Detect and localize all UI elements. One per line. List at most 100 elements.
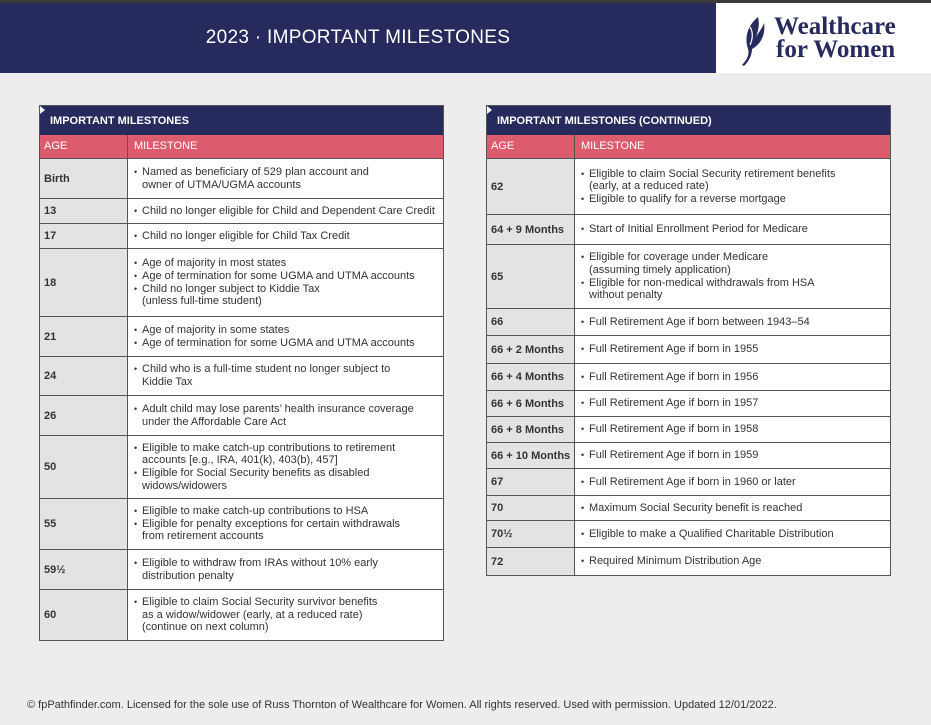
milestone-cell: Eligible to make catch-up contributions … (128, 436, 443, 498)
milestone-line: Age of termination for some UGMA and UTM… (142, 336, 415, 349)
age-cell: 17 (40, 224, 128, 248)
milestone-item: Eligible to claim Social Security surviv… (134, 596, 443, 634)
age-cell: 60 (40, 590, 128, 640)
age-cell: Birth (40, 159, 128, 198)
age-cell: 59½ (40, 550, 128, 589)
milestone-cell: Eligible to claim Social Security surviv… (128, 590, 443, 640)
milestone-cell: Child no longer eligible for Child Tax C… (128, 224, 443, 248)
milestone-item: Eligible to make catch-up contributions … (134, 505, 443, 518)
logo-line: Wealthcare (774, 13, 896, 40)
milestone-cell: Full Retirement Age if born between 1943… (575, 309, 890, 335)
age-cell: 66 + 4 Months (487, 364, 575, 390)
age-cell: 26 (40, 396, 128, 435)
table-row: 50 Eligible to make catch-up contribution… (40, 435, 443, 498)
milestone-cell: Full Retirement Age if born in 1958 (575, 417, 890, 442)
banner: 2023 · IMPORTANT MILESTONES (0, 3, 716, 73)
milestone-cell: Named as beneficiary of 529 plan account… (128, 159, 443, 198)
table-row: 64 + 9 Months Start of Initial Enrollment… (487, 214, 890, 244)
column-header: MILESTONE (134, 140, 198, 152)
milestone-line: Eligible for Social Security benefits as… (142, 467, 370, 479)
milestone-item: Eligible to withdraw from IRAs without 1… (134, 557, 443, 582)
age-cell: 70½ (487, 521, 575, 547)
table-row: 26 Adult child may lose parents’ health i… (40, 395, 443, 435)
milestone-cell: Full Retirement Age if born in 1955 (575, 336, 890, 363)
age-cell: 66 + 6 Months (487, 391, 575, 416)
column-header: AGE (487, 135, 575, 158)
milestone-line: from retirement accounts (142, 530, 264, 543)
milestone-line: Eligible to claim Social Security retire… (589, 167, 836, 180)
table-header: AGE MILESTONE (487, 135, 890, 158)
milestone-cell: Eligible to withdraw from IRAs without 1… (128, 550, 443, 589)
milestone-line: Named as beneficiary of 529 plan account… (142, 165, 369, 178)
milestone-line: without penalty (589, 289, 663, 302)
age-cell: 70 (487, 496, 575, 520)
milestone-item: Start of Initial Enrollment Period for M… (581, 223, 890, 236)
table-row: 13 Child no longer eligible for Child and… (40, 198, 443, 223)
milestone-cell: Child who is a full-time student no long… (128, 357, 443, 395)
milestone-cell: Eligible to make a Qualified Charitable … (575, 521, 890, 547)
milestone-line: Start of Initial Enrollment Period for M… (589, 223, 808, 236)
age-cell: 13 (40, 199, 128, 223)
milestone-item: Eligible to make catch-up contributions … (134, 442, 443, 467)
milestone-item: Eligible for Social Security benefits as… (134, 467, 443, 492)
milestone-line: Eligible for coverage under Medicare (589, 251, 769, 264)
milestone-line: Child no longer subject to Kiddie Tax (142, 282, 320, 295)
table-row: 62 Eligible to claim Social Security reti… (487, 158, 890, 214)
table-row: 70 Maximum Social Security benefit is rea… (487, 495, 890, 520)
milestone-line: Full Retirement Age if born in 1959 (589, 449, 759, 462)
milestone-item: Eligible for penalty exceptions for cert… (134, 518, 443, 543)
milestone-item: Child no longer eligible for Child and D… (134, 205, 443, 218)
milestone-line: Full Retirement Age if born in 1958 (589, 423, 759, 436)
milestone-line: as a widow/widower (early, at a reduced … (142, 608, 363, 621)
milestone-item: Adult child may lose parents’ health ins… (134, 403, 443, 428)
milestone-cell: Age of majority in most statesAge of ter… (128, 249, 443, 316)
milestone-cell: Age of majority in some statesAge of ter… (128, 317, 443, 356)
age-cell: 24 (40, 357, 128, 395)
banner-title: 2023 · IMPORTANT MILESTONES (205, 27, 511, 48)
milestone-item: Full Retirement Age if born in 1956 (581, 371, 890, 384)
milestone-item: Full Retirement Age if born between 1943… (581, 316, 890, 329)
logo-line: for Women (776, 36, 896, 63)
milestone-line: Full Retirement Age if born in 1960 or l… (589, 475, 796, 488)
age-cell: 50 (40, 436, 128, 498)
table-row: 72 Required Minimum Distribution Age (487, 547, 890, 575)
milestone-cell: Full Retirement Age if born in 1959 (575, 443, 890, 468)
milestone-line: Child no longer eligible for Child Tax C… (142, 229, 350, 242)
milestone-item: Eligible for coverage under Medicare(ass… (581, 251, 890, 276)
table-row: 59½ Eligible to withdraw from IRAs withou… (40, 549, 443, 589)
age-cell: 72 (487, 548, 575, 575)
table-row: 66 + 6 Months Full Retirement Age if born… (487, 390, 890, 416)
logo: Wealthcare for Women (716, 3, 931, 73)
age-cell: 66 + 2 Months (487, 336, 575, 363)
milestone-item: Child no longer subject to Kiddie Tax(un… (134, 283, 443, 308)
milestone-cell: Child no longer eligible for Child and D… (128, 199, 443, 223)
milestone-cell: Eligible to claim Social Security retire… (575, 159, 890, 214)
table-row: 66 + 4 Months Full Retirement Age if born… (487, 363, 890, 390)
milestone-item: Required Minimum Distribution Age (581, 555, 890, 568)
milestone-line: Full Retirement Age if born in 1957 (589, 397, 759, 410)
age-cell: 66 (487, 309, 575, 335)
age-cell: 65 (487, 245, 575, 308)
table-title: IMPORTANT MILESTONES (40, 106, 443, 135)
milestone-line: owner of UTMA/UGMA accounts (142, 178, 301, 191)
age-cell: 55 (40, 499, 128, 549)
milestone-item: Full Retirement Age if born in 1960 or l… (581, 476, 890, 489)
milestone-item: Full Retirement Age if born in 1959 (581, 449, 890, 462)
milestone-line: Eligible to withdraw from IRAs without 1… (142, 556, 378, 569)
age-cell: 67 (487, 469, 575, 495)
milestone-line: Age of majority in most states (142, 257, 287, 270)
milestone-line: Eligible for non-medical withdrawals fro… (589, 276, 815, 289)
table-row: 70½ Eligible to make a Qualified Charitab… (487, 520, 890, 547)
table-row: 67 Full Retirement Age if born in 1960 or… (487, 468, 890, 495)
milestone-line: widows/widowers (142, 479, 227, 492)
milestone-line: Eligible to make catch-up contributions … (142, 505, 369, 518)
table-row: 66 Full Retirement Age if born between 19… (487, 308, 890, 335)
milestone-line: (continue on next column) (142, 621, 269, 634)
milestone-line: Child who is a full-time student no long… (142, 363, 391, 376)
milestone-item: Age of termination for some UGMA and UTM… (134, 270, 443, 283)
milestone-line: (assuming timely application) (589, 263, 731, 276)
milestone-item: Child no longer eligible for Child Tax C… (134, 230, 443, 243)
milestone-item: Named as beneficiary of 529 plan account… (134, 166, 443, 191)
milestone-line: Required Minimum Distribution Age (589, 555, 762, 568)
